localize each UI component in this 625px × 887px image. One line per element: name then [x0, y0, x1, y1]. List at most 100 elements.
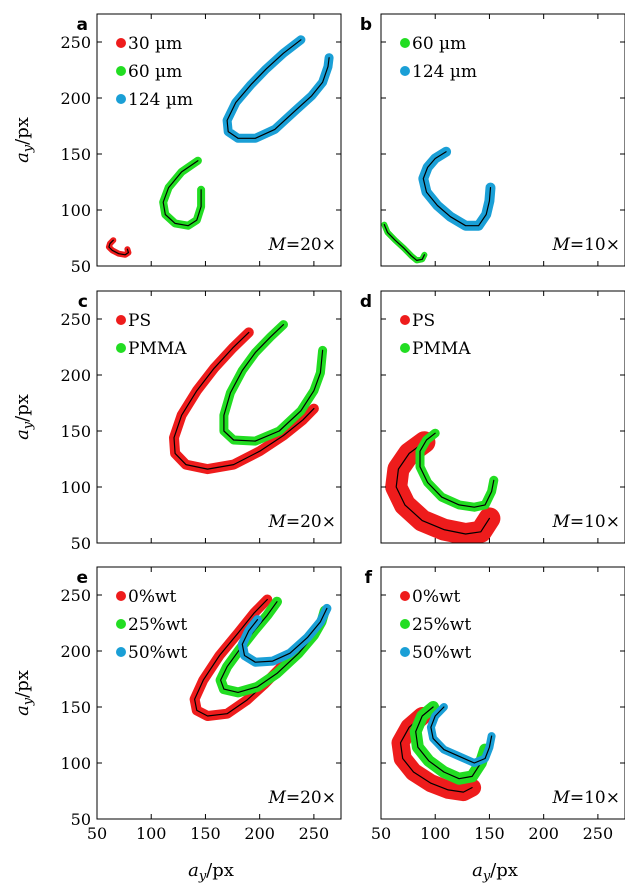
data-point — [164, 213, 166, 215]
series-band-1 — [385, 431, 501, 543]
panel-data — [385, 428, 501, 543]
data-point — [328, 57, 330, 59]
data-point — [403, 247, 405, 249]
data-point — [319, 372, 321, 374]
legend-label: 25%wt — [128, 615, 187, 635]
data-point — [256, 618, 258, 620]
magnification-label-value: =20× — [286, 788, 336, 808]
data-point — [493, 479, 495, 481]
panel-e: 50 100 150 200 25050100150200250e0%wt25%wt50… — [12, 566, 342, 884]
data-point — [425, 191, 427, 193]
data-point — [443, 748, 445, 750]
data-point — [434, 157, 436, 159]
magnification-label: M=10× — [551, 512, 620, 532]
legend-label: PS — [412, 311, 435, 331]
data-point — [397, 468, 399, 470]
legend-marker — [400, 315, 410, 325]
data-point — [434, 432, 436, 434]
x-axis-label-var: a — [188, 860, 199, 881]
legend-label: PMMA — [128, 339, 187, 359]
data-point — [278, 430, 280, 432]
legend-label: 50%wt — [128, 643, 187, 663]
data-point — [443, 706, 445, 708]
panel-data — [169, 320, 328, 475]
magnification-label: M=10× — [551, 235, 620, 255]
data-point — [196, 709, 198, 711]
panel-data — [189, 594, 332, 721]
x-axis-label: ay/px — [188, 860, 234, 884]
data-point — [200, 205, 202, 207]
data-point — [422, 177, 424, 179]
data-point — [298, 652, 300, 654]
series-fit-line-2 — [162, 160, 202, 227]
data-point — [282, 323, 284, 325]
y-axis-label-unit: /px — [12, 670, 33, 698]
magnification-label-value: =20× — [286, 512, 336, 532]
data-point — [421, 258, 423, 260]
data-point — [313, 407, 315, 409]
x-tick-label: 200 — [528, 824, 559, 843]
data-point — [484, 757, 486, 759]
y-tick-label: 250 — [60, 586, 91, 605]
series-fit-line-3 — [241, 607, 328, 663]
panel-frame — [380, 13, 625, 267]
data-point — [425, 439, 427, 441]
data-point — [441, 496, 443, 498]
legend-marker — [116, 38, 126, 48]
y-axis-label-sub: y — [21, 697, 36, 706]
panel-letter: b — [360, 15, 372, 35]
data-point — [282, 434, 284, 436]
data-point — [421, 715, 423, 717]
x-tick-label: 200 — [244, 824, 275, 843]
data-point — [196, 219, 198, 221]
y-tick-label: 100 — [60, 754, 91, 773]
data-point — [434, 715, 436, 717]
magnification-label-value: =10× — [570, 788, 620, 808]
data-point — [477, 225, 479, 227]
data-point — [471, 775, 473, 777]
data-point — [226, 713, 228, 715]
y-axis-label-var: a — [12, 705, 33, 716]
legend-marker — [400, 38, 410, 48]
panel-b: b 60 µm 124 µm M=10× — [360, 13, 625, 267]
data-point — [223, 414, 225, 416]
series-fit-line-2 — [415, 706, 486, 780]
legend-marker — [116, 591, 126, 601]
data-point — [416, 259, 418, 261]
x-axis-label: ay/px — [472, 860, 518, 884]
data-point — [173, 437, 175, 439]
data-point — [449, 216, 451, 218]
y-tick-label: 150 — [60, 698, 91, 717]
data-point — [436, 204, 438, 206]
data-point — [109, 242, 111, 244]
data-point — [248, 630, 250, 632]
panel-f: 50 100 150 200 250 f 0%wt 25%wt 50%wt M=10× ay/px — [365, 566, 625, 884]
y-tick-label: 150 — [60, 422, 91, 441]
y-axis-label-var: a — [12, 429, 33, 440]
legend-label: 0%wt — [412, 587, 461, 607]
data-point — [321, 349, 323, 351]
panel-frame — [96, 566, 342, 820]
legend-marker — [400, 66, 410, 76]
y-tick-label: 50 — [71, 257, 91, 276]
series-fit-line-1 — [173, 331, 315, 470]
data-point — [471, 786, 473, 788]
x-tick-label: 250 — [299, 824, 330, 843]
data-point — [185, 463, 187, 465]
y-tick-label: 200 — [60, 642, 91, 661]
legend-marker — [116, 619, 126, 629]
data-point — [167, 186, 169, 188]
y-tick-label: 50 — [71, 810, 91, 829]
panel-frame — [380, 290, 625, 544]
series-fit-line-3 — [226, 39, 330, 139]
data-point — [259, 450, 261, 452]
data-point — [432, 706, 434, 708]
series-fit-line-2 — [422, 151, 492, 227]
data-point — [489, 186, 491, 188]
data-point — [193, 698, 195, 700]
series-band-3 — [426, 703, 496, 767]
series-fit-line-1 — [395, 441, 490, 535]
legend-marker — [116, 315, 126, 325]
data-point — [266, 598, 268, 600]
series-band-1 — [381, 221, 428, 264]
